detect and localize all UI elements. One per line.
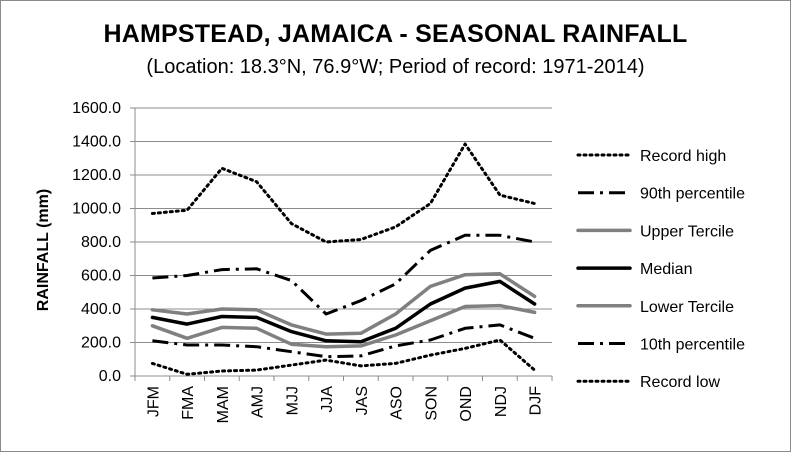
y-axis-label: RAINFALL (mm) [35, 189, 52, 311]
x-tick-label: MAM [215, 386, 232, 423]
x-tick-label: OND [458, 386, 475, 422]
series-line-10th-percentile [152, 323, 536, 359]
series-line-median [150, 279, 537, 344]
gridlines [135, 107, 552, 343]
x-tick-label: NDJ [493, 386, 510, 417]
x-tick-label: MJJ [284, 386, 301, 415]
y-tick-label: 1200.0 [72, 167, 121, 184]
legend-label: 10th percentile [640, 337, 745, 354]
y-tick-label: 400.0 [81, 301, 121, 318]
y-tick-label: 200.0 [81, 335, 121, 352]
x-tick-label: ASO [389, 386, 406, 420]
legend-label: Lower Tercile [640, 299, 734, 316]
y-tick-label: 0.0 [99, 368, 121, 385]
x-tick-label: JAS [354, 386, 371, 415]
legend-label: Upper Tercile [640, 223, 734, 240]
x-tick-label: SON [423, 386, 440, 421]
x-tick-label: JFM [145, 386, 162, 417]
y-tick-labels: 0.0 200.0 400.0 600.0 800.0 1000.0 1200.0 1400.… [72, 100, 121, 385]
y-tick-label: 800.0 [81, 234, 121, 251]
series-lines [150, 142, 537, 376]
x-tick-label: FMA [180, 386, 197, 420]
y-tick-label: 600.0 [81, 268, 121, 285]
axes [130, 107, 553, 381]
legend-label: Record low [640, 374, 720, 391]
series-line-record-low [150, 338, 537, 376]
chart-title: HAMPSTEAD, JAMAICA - SEASONAL RAINFALL [103, 20, 688, 48]
series-line-lower-tercile [150, 303, 537, 349]
y-tick-label: 1400.0 [72, 134, 121, 151]
y-tick-label: 1600.0 [72, 100, 121, 117]
x-tick-label: JJA [319, 386, 336, 413]
series-line-upper-tercile [150, 272, 537, 336]
series-line-record-high [150, 142, 537, 244]
legend: Record high 90th percentile Upper Tercile M… [576, 148, 745, 391]
x-tick-label: AMJ [250, 386, 267, 418]
legend-label: 90th percentile [640, 186, 745, 203]
x-tick-labels: JFM FMA MAM AMJ MJJ JJA JAS ASO SON OND NDJ DJF [145, 386, 544, 424]
x-tick-label: DJF [528, 386, 545, 416]
chart-subtitle: (Location: 18.3°N, 76.9°W; Period of rec… [146, 56, 645, 78]
y-tick-label: 1000.0 [72, 201, 121, 218]
series-line-90th-percentile [152, 233, 535, 316]
legend-label: Median [640, 261, 692, 278]
legend-label: Record high [640, 148, 726, 165]
